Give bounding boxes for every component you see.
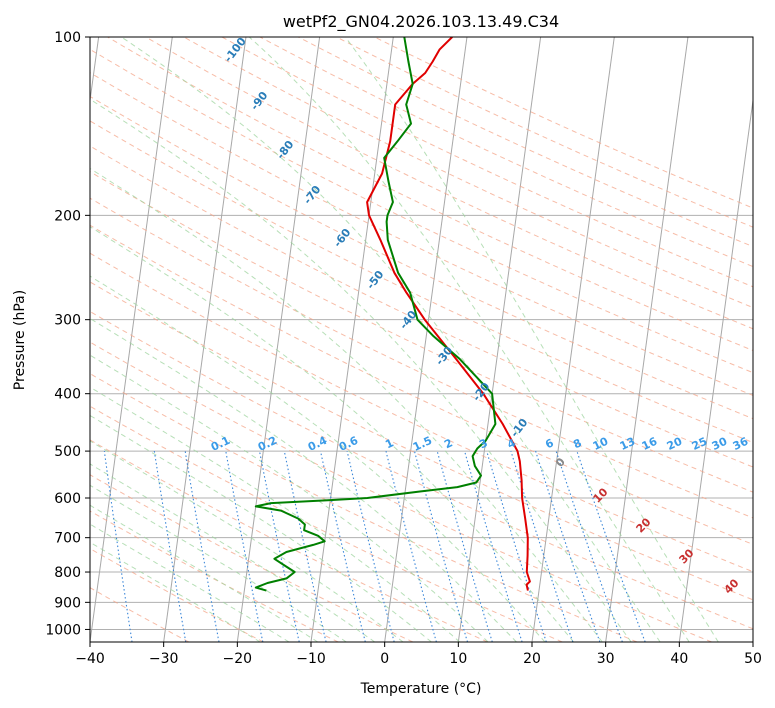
moist-adiabat-line bbox=[90, 98, 632, 642]
dry-adiabat-line bbox=[90, 224, 753, 545]
axes-layer: −40 −30 −20 −10 0 10 20 30 40 50 100 200 300 400 500 60… bbox=[45, 30, 762, 667]
dry-adiabat-line bbox=[183, 37, 753, 309]
moist-adiabat-line bbox=[90, 226, 574, 642]
isotherm-line bbox=[457, 37, 542, 642]
y-tick-label: 800 bbox=[54, 565, 81, 581]
dry-adiabat-line bbox=[90, 405, 563, 642]
isotherm-line bbox=[384, 37, 468, 642]
moist-adiabat-line bbox=[90, 484, 347, 642]
dry-adiabat-line bbox=[90, 439, 488, 642]
y-tick-label: 300 bbox=[54, 313, 81, 329]
moist-adiabat-line bbox=[90, 414, 432, 642]
moist-adiabat-line bbox=[90, 440, 404, 642]
mixing-ratio-line bbox=[413, 450, 469, 642]
moist-adiabat-line bbox=[90, 523, 290, 642]
dry-adiabat-line bbox=[90, 95, 753, 420]
dry-adiabat-line bbox=[90, 373, 638, 642]
x-tick-label: 10 bbox=[449, 651, 467, 667]
mixing-ratio-line bbox=[535, 450, 601, 642]
mixing-ratio-label: 13 bbox=[618, 435, 637, 453]
x-tick-label: 50 bbox=[744, 651, 762, 667]
moist-adiabat-line bbox=[344, 37, 719, 642]
x-tick-label: 40 bbox=[670, 651, 688, 667]
dry-adiabat-line bbox=[107, 37, 753, 352]
chart-title: wetPf2_GN04.2026.103.13.49.C34 bbox=[283, 12, 559, 32]
y-tick-label: 1000 bbox=[45, 622, 81, 638]
dry-adiabat-line bbox=[90, 145, 753, 468]
moist-adiabat-line bbox=[90, 463, 375, 642]
mixing-ratio-line bbox=[555, 450, 623, 642]
mixing-ratio-line bbox=[283, 450, 327, 642]
mixing-ratio-line bbox=[510, 450, 574, 642]
dry-adiabat-line bbox=[90, 252, 753, 573]
x-tick-label: 30 bbox=[597, 651, 615, 667]
y-tick-label: 700 bbox=[54, 531, 81, 547]
y-tick-label: 900 bbox=[54, 595, 81, 611]
y-tick-label: 200 bbox=[54, 208, 81, 224]
dry-adiabat-line bbox=[90, 72, 753, 396]
mixing-ratio-line bbox=[486, 450, 547, 642]
y-tick-label: 500 bbox=[54, 444, 81, 460]
mixing-ratio-line bbox=[436, 450, 493, 642]
y-tick-label: 400 bbox=[54, 387, 81, 403]
moist-adiabat-line bbox=[90, 541, 261, 642]
mixing-ratio-label: 16 bbox=[640, 435, 660, 453]
mixing-ratio-line bbox=[225, 451, 264, 642]
moist-adiabat-line bbox=[90, 386, 461, 642]
isotherm-line bbox=[605, 37, 689, 642]
temperature-profile-line bbox=[366, 37, 531, 591]
isotherm-line bbox=[531, 37, 615, 642]
moist-adiabat-line bbox=[90, 354, 489, 642]
mixing-ratio-line bbox=[346, 450, 395, 642]
isotherm-line bbox=[236, 37, 321, 642]
x-tick-label: −20 bbox=[223, 651, 253, 667]
mixing-ratio-line bbox=[576, 450, 646, 642]
moist-adiabat-line bbox=[90, 275, 546, 642]
x-axis-title: Temperature (°C) bbox=[360, 681, 482, 697]
dewpoint-profile-line bbox=[254, 37, 497, 592]
dry-adiabat-line bbox=[90, 548, 264, 642]
x-tick-label: −10 bbox=[296, 651, 326, 667]
mixing-ratio-line bbox=[258, 450, 300, 642]
mixing-ratio-label: 10 bbox=[591, 435, 611, 453]
series-layer bbox=[254, 37, 531, 592]
mixing-ratio-label: 30 bbox=[710, 435, 730, 453]
mixing-ratio-line bbox=[464, 450, 523, 642]
moist-adiabat-line bbox=[248, 37, 690, 642]
isotherm-line bbox=[163, 37, 247, 642]
x-tick-label: −40 bbox=[75, 651, 105, 667]
dry-adiabat-line bbox=[90, 310, 753, 630]
mixing-ratio-label: 20 bbox=[665, 435, 685, 453]
isotherm-line bbox=[90, 37, 173, 642]
moist-adiabat-line bbox=[90, 167, 603, 642]
y-tick-label: 600 bbox=[54, 491, 81, 507]
x-tick-label: −30 bbox=[149, 651, 179, 667]
y-tick-label: 100 bbox=[54, 30, 81, 46]
x-tick-label: 20 bbox=[523, 651, 541, 667]
y-axis-title: Pressure (hPa) bbox=[12, 290, 28, 390]
dry-adiabat-line bbox=[90, 341, 712, 642]
x-tick-label: 0 bbox=[380, 651, 389, 667]
mixing-ratio-line bbox=[319, 450, 366, 642]
isotherm-line bbox=[678, 96, 753, 642]
dry-adiabat-line bbox=[90, 510, 339, 642]
dry-adiabat-line bbox=[90, 197, 753, 519]
mixing-ratio-line bbox=[103, 451, 133, 642]
mixing-ratio-label: 36 bbox=[731, 435, 751, 453]
mixing-ratio-label: 25 bbox=[690, 435, 709, 453]
plot-frame bbox=[89, 36, 754, 643]
